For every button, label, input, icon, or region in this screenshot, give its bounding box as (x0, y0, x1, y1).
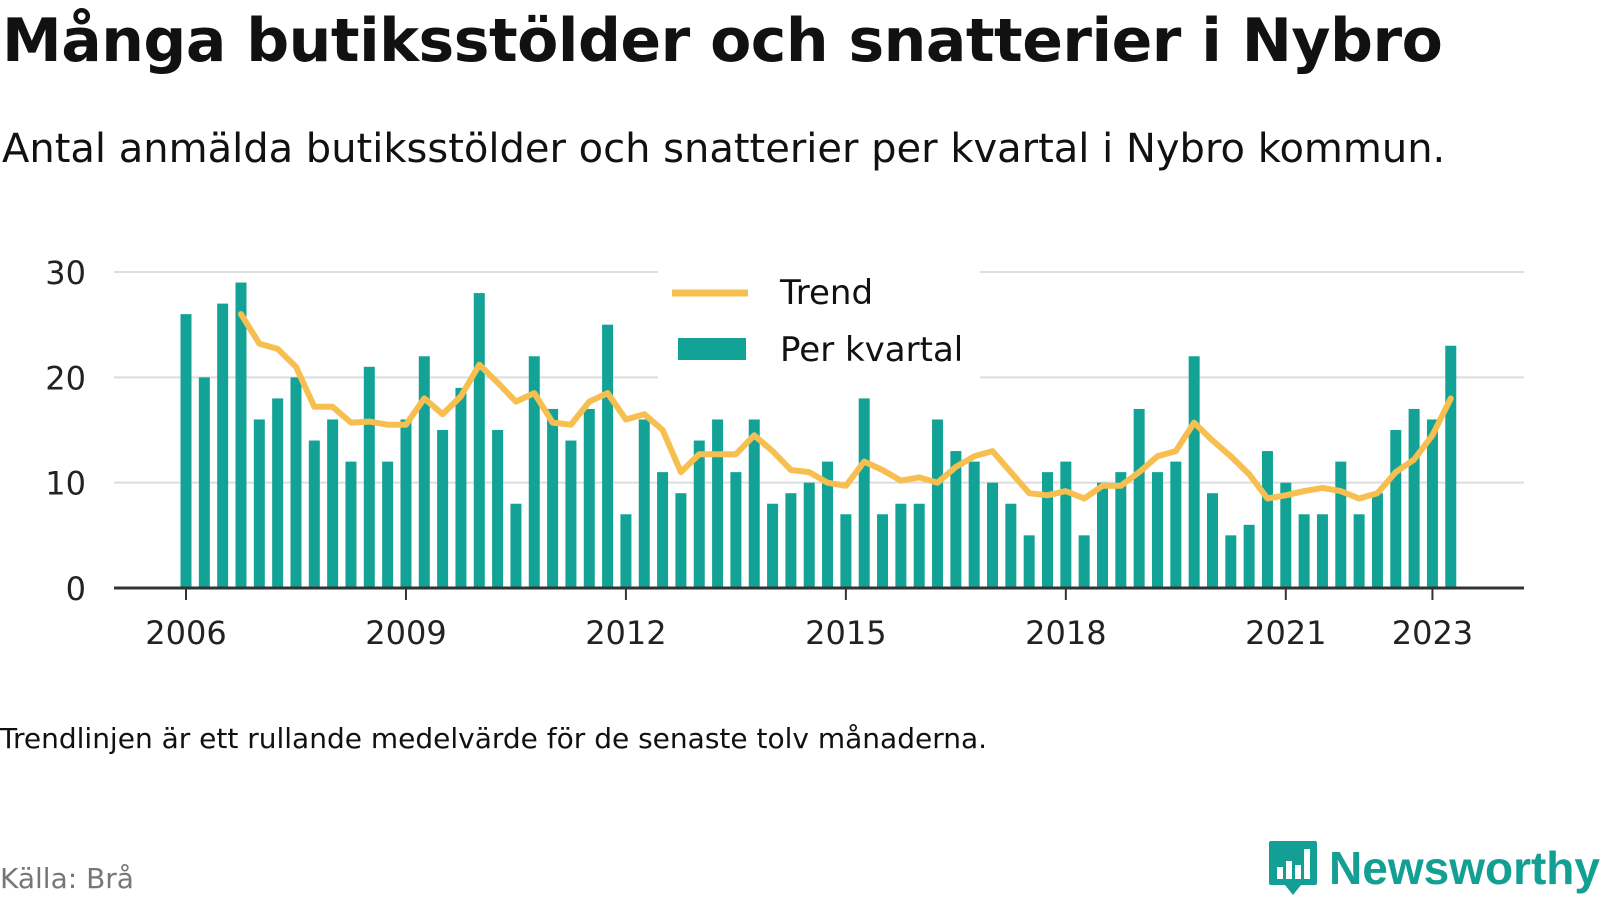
legend-trend-label: Trend (779, 273, 873, 313)
bar (950, 451, 962, 588)
x-tick-label: 2009 (365, 614, 446, 652)
bar (803, 482, 815, 588)
bar (363, 366, 375, 588)
chart-title: Många butiksstölder och snatterier i Nyb… (2, 6, 1443, 76)
bar (638, 419, 650, 588)
bar (675, 493, 687, 588)
y-tick-label: 30 (45, 254, 86, 292)
x-tick-label: 2023 (1392, 614, 1473, 652)
bar (1115, 472, 1127, 588)
y-tick-label: 0 (66, 570, 86, 608)
bar (620, 514, 632, 588)
bar (987, 482, 999, 588)
x-tick-label: 2018 (1025, 614, 1106, 652)
bar (1298, 514, 1310, 588)
bar (253, 419, 265, 588)
bar (418, 356, 430, 588)
bar (895, 503, 907, 588)
bar (858, 398, 870, 588)
bar (748, 419, 760, 588)
bar (290, 377, 302, 588)
legend: Trend Per kvartal (658, 270, 980, 382)
legend-bar-swatch (678, 338, 746, 360)
chart: 2006 2009 2012 2015 2018 2021 2023 0 10 20 30 Tre… (45, 254, 1524, 652)
bar (1408, 408, 1420, 588)
bar (785, 493, 797, 588)
bar (1280, 482, 1292, 588)
chart-subtitle: Antal anmälda butiksstölder och snatteri… (2, 126, 1446, 172)
bar (1390, 430, 1402, 588)
x-tick-label: 2006 (145, 614, 226, 652)
brand-logo: Newsworthy (1267, 838, 1600, 898)
bar (272, 398, 284, 588)
bar (913, 503, 925, 588)
x-tick-label: 2015 (805, 614, 886, 652)
bar (877, 514, 889, 588)
trend-line (238, 311, 1454, 502)
bar (1371, 493, 1383, 588)
bar (1133, 408, 1145, 588)
bar (1023, 535, 1035, 588)
y-tick-label: 20 (45, 359, 86, 397)
bar (1316, 514, 1328, 588)
y-tick-label: 10 (45, 465, 86, 503)
bar (602, 324, 614, 588)
x-axis: 2006 2009 2012 2015 2018 2021 2023 (114, 586, 1524, 652)
bar (492, 430, 504, 588)
bar (1078, 535, 1090, 588)
x-tick-label: 2021 (1245, 614, 1326, 652)
bar (180, 314, 192, 588)
bar-chart-speech-bubble-icon (1269, 841, 1318, 895)
bar-series (180, 282, 1457, 588)
bar (528, 356, 540, 588)
source-credit: Källa: Brå (0, 862, 134, 895)
bar (1335, 461, 1347, 588)
y-axis: 0 10 20 30 (45, 254, 86, 608)
bar (1261, 451, 1273, 588)
footnote: Trendlinjen är ett rullande medelvärde f… (0, 722, 988, 755)
bar (822, 461, 834, 588)
bar (1005, 503, 1017, 588)
bar (382, 461, 394, 588)
bar (1426, 419, 1438, 588)
bar (308, 440, 320, 588)
bar (455, 387, 467, 588)
bar (1170, 461, 1182, 588)
bar (198, 377, 210, 588)
bar (730, 472, 742, 588)
bar (932, 419, 944, 588)
bar (437, 430, 449, 588)
bar (327, 419, 339, 588)
brand-name: Newsworthy (1329, 842, 1600, 894)
bar (1243, 524, 1255, 588)
bar (968, 461, 980, 588)
bar (1188, 356, 1200, 588)
bar (693, 440, 705, 588)
bar (217, 303, 229, 588)
bar (565, 440, 577, 588)
legend-background (658, 270, 980, 382)
bar (547, 408, 559, 588)
bar (1206, 493, 1218, 588)
bar (1060, 461, 1072, 588)
bar (1225, 535, 1237, 588)
bar (1151, 472, 1163, 588)
bar (400, 419, 412, 588)
bar (583, 408, 595, 588)
bar (345, 461, 357, 588)
bar (473, 293, 485, 588)
bar (1445, 345, 1457, 588)
legend-bar-label: Per kvartal (780, 330, 963, 370)
bar (235, 282, 247, 588)
bar (767, 503, 779, 588)
bar (1353, 514, 1365, 588)
bar (840, 514, 852, 588)
bar (1042, 472, 1054, 588)
x-tick-label: 2012 (585, 614, 666, 652)
bar (510, 503, 522, 588)
bar (657, 472, 669, 588)
bar (712, 419, 724, 588)
bar (1097, 482, 1108, 588)
